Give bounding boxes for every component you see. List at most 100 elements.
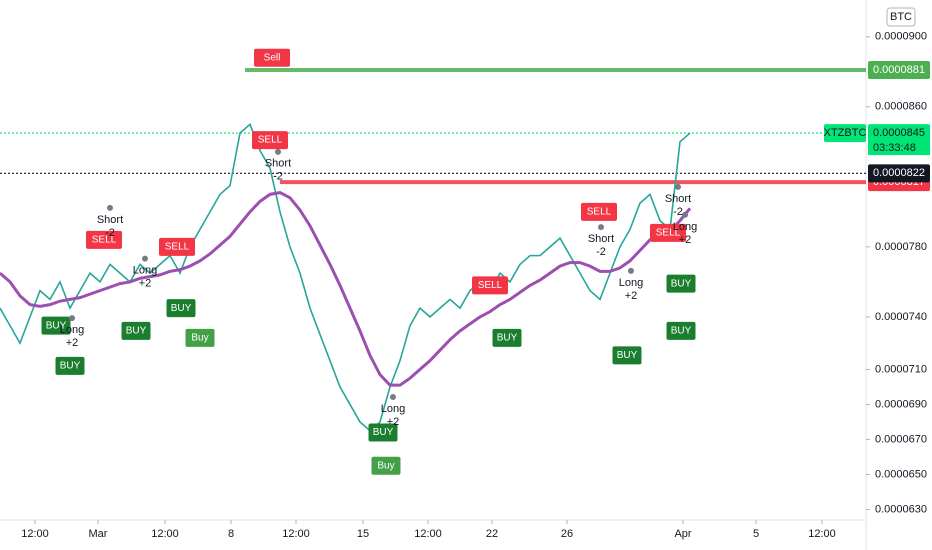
signal: SELL [581, 202, 617, 221]
marker-sublabel: -2 [105, 227, 115, 239]
y-tick-label: 0.0000710 [875, 363, 927, 375]
signal-box [666, 321, 696, 340]
signal-label: BUY [126, 326, 147, 337]
signal-box [159, 237, 195, 256]
x-tick-label: 12:00 [21, 528, 49, 540]
signal: Buy [371, 456, 401, 475]
marker-label: Short [97, 214, 123, 226]
signal-label: Sell [264, 52, 281, 63]
signal: Sell [254, 48, 290, 67]
signal: BUY [666, 321, 696, 340]
x-tick-label: 26 [561, 528, 573, 540]
signal-box [472, 276, 508, 295]
signal-label: BUY [671, 326, 692, 337]
marker-label: Long [60, 324, 84, 336]
signal: SELL [650, 223, 686, 242]
x-tick-label: 8 [228, 528, 234, 540]
signal-label: SELL [478, 280, 503, 291]
symbol-label: XTZBTC [824, 127, 867, 139]
signal-label: SELL [165, 242, 190, 253]
marker-label: Short [265, 158, 291, 170]
signal-box [650, 223, 686, 242]
signal-box [581, 202, 617, 221]
price-line [0, 191, 692, 387]
y-tick-label: 0.0000650 [875, 468, 927, 480]
marker-dot [390, 393, 396, 400]
signal-label: SELL [656, 228, 681, 239]
signal: BUY [121, 321, 151, 340]
level-tag-label: 0.0000845 [873, 127, 925, 139]
signal: SELL [472, 276, 508, 295]
x-tick-label: Apr [674, 528, 691, 540]
signal-box [371, 456, 401, 475]
signal-box [492, 328, 522, 347]
signal-label: BUY [46, 320, 67, 331]
marker-sublabel: +2 [66, 337, 79, 349]
signal: SELL [252, 131, 288, 150]
signal: BUY [41, 316, 71, 335]
level-tag-label: 0.0000881 [873, 64, 925, 76]
countdown-box [868, 141, 930, 156]
marker-dot [628, 267, 634, 274]
marker-label: Long [381, 403, 405, 415]
signal: SELL [159, 237, 195, 256]
price-line [0, 122, 691, 432]
signal: BUY [166, 299, 196, 318]
x-tick-label: 5 [753, 528, 759, 540]
signal: BUY [368, 423, 398, 442]
signal-label: BUY [497, 333, 518, 344]
signal: BUY [55, 356, 85, 375]
signal-box [185, 328, 215, 347]
signal: SELL [86, 230, 122, 249]
signal-label: BUY [671, 278, 692, 289]
level-tag [868, 61, 930, 80]
marker-dot [275, 148, 281, 155]
x-tick-label: 12:00 [151, 528, 179, 540]
marker-sublabel: +2 [139, 278, 152, 290]
signal-box [666, 274, 696, 293]
signal: Buy [185, 328, 215, 347]
marker-dot [675, 183, 681, 190]
signal-box [86, 230, 122, 249]
marker-label: Long [133, 265, 157, 277]
y-tick-label: 0.0000900 [875, 31, 927, 43]
signal-box [368, 423, 398, 442]
marker-label: Long [673, 221, 697, 233]
signal-box [612, 346, 642, 365]
marker-sublabel: +2 [387, 416, 400, 428]
signal-label: BUY [373, 427, 394, 438]
level-tag [868, 124, 930, 143]
y-tick-label: 0.0000860 [875, 101, 927, 113]
signal-box [254, 48, 290, 67]
plot-area [0, 0, 866, 520]
marker-sublabel: -2 [273, 171, 283, 183]
signal: BUY [666, 274, 696, 293]
signal: BUY [612, 346, 642, 365]
symbol-box [824, 124, 866, 143]
y-tick-label: 0.0000630 [875, 503, 927, 515]
signal: BUY [492, 328, 522, 347]
marker-dot [69, 315, 75, 322]
signal-label: BUY [617, 350, 638, 361]
x-tick-label: 12:00 [282, 528, 310, 540]
y-tick-label: 0.0000780 [875, 241, 927, 253]
signal-box [121, 321, 151, 340]
currency-box[interactable] [886, 7, 916, 27]
marker-label: Long [619, 277, 643, 289]
marker-sublabel: -2 [596, 246, 606, 258]
marker-sublabel: +2 [679, 234, 692, 246]
y-tick-label: 0.0000690 [875, 398, 927, 410]
marker-dot [598, 224, 604, 231]
marker-label: Short [665, 193, 691, 205]
signal-label: Buy [377, 460, 394, 471]
signal-box [252, 131, 288, 150]
marker-sublabel: +2 [625, 290, 638, 302]
level-tag [868, 164, 930, 183]
signal-label: Buy [191, 333, 208, 344]
signal-label: BUY [171, 303, 192, 314]
y-tick-label: 0.0000740 [875, 311, 927, 323]
level-tag-label: 0.0000822 [873, 167, 925, 179]
signal-box [41, 316, 71, 335]
x-tick-label: 12:00 [414, 528, 442, 540]
signal-label: SELL [92, 235, 117, 246]
